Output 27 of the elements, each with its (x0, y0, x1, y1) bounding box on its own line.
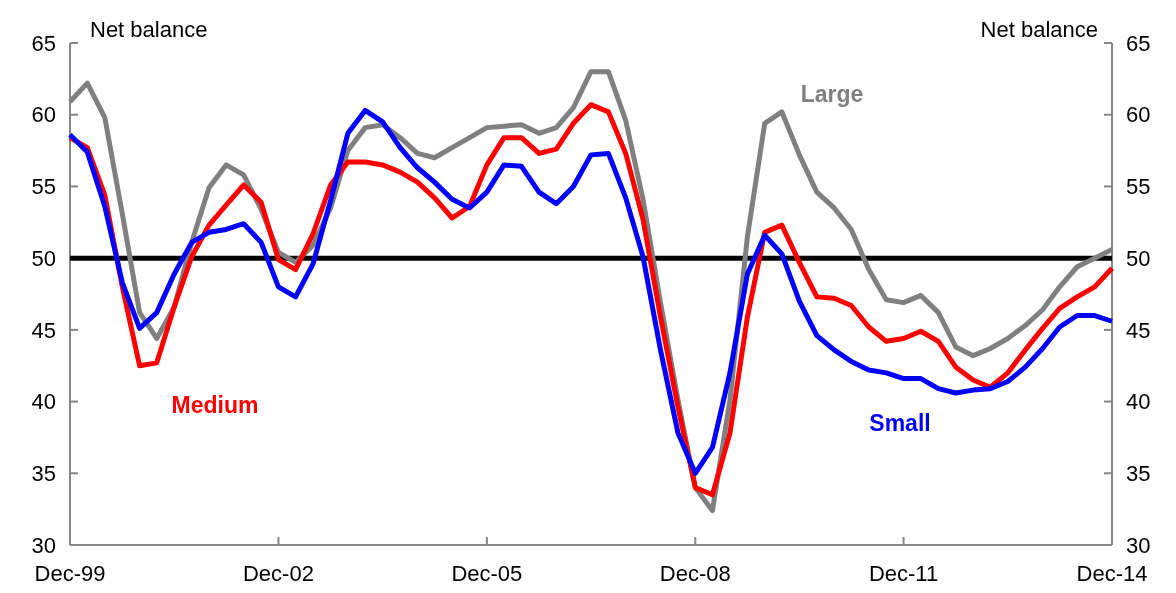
y2-tick-label: 40 (1126, 389, 1151, 415)
x-tick-label: Dec-99 (34, 561, 106, 586)
y-tick-label: 30 (31, 532, 56, 558)
series-label: Large (800, 81, 864, 107)
series-label: Small (869, 410, 931, 436)
x-tick-label: Dec-14 (1076, 561, 1148, 586)
x-tick-label: Dec-05 (451, 561, 523, 586)
y2-tick-label: 60 (1126, 102, 1151, 128)
y2-axis-title: Net balance (980, 17, 1098, 42)
y-tick-label: 65 (31, 30, 56, 56)
x-tick-label: Dec-02 (242, 561, 314, 586)
x-tick-label: Dec-08 (659, 561, 731, 586)
y2-tick-label: 35 (1126, 460, 1151, 486)
y-tick-label: 45 (31, 317, 56, 343)
y2-tick-label: 55 (1126, 174, 1151, 200)
y-tick-label: 40 (31, 389, 56, 415)
y2-tick-label: 30 (1126, 532, 1151, 558)
x-tick-label: Dec-11 (868, 561, 939, 586)
y-tick-label: 50 (31, 245, 56, 271)
y-tick-label: 35 (31, 460, 56, 486)
series-label: Medium (171, 392, 259, 418)
y-tick-label: 60 (31, 102, 56, 128)
y2-tick-label: 65 (1126, 30, 1151, 56)
y2-tick-label: 50 (1126, 245, 1151, 271)
y-axis-title: Net balance (90, 17, 208, 42)
y-tick-label: 55 (31, 174, 56, 200)
y2-tick-label: 45 (1126, 317, 1151, 343)
